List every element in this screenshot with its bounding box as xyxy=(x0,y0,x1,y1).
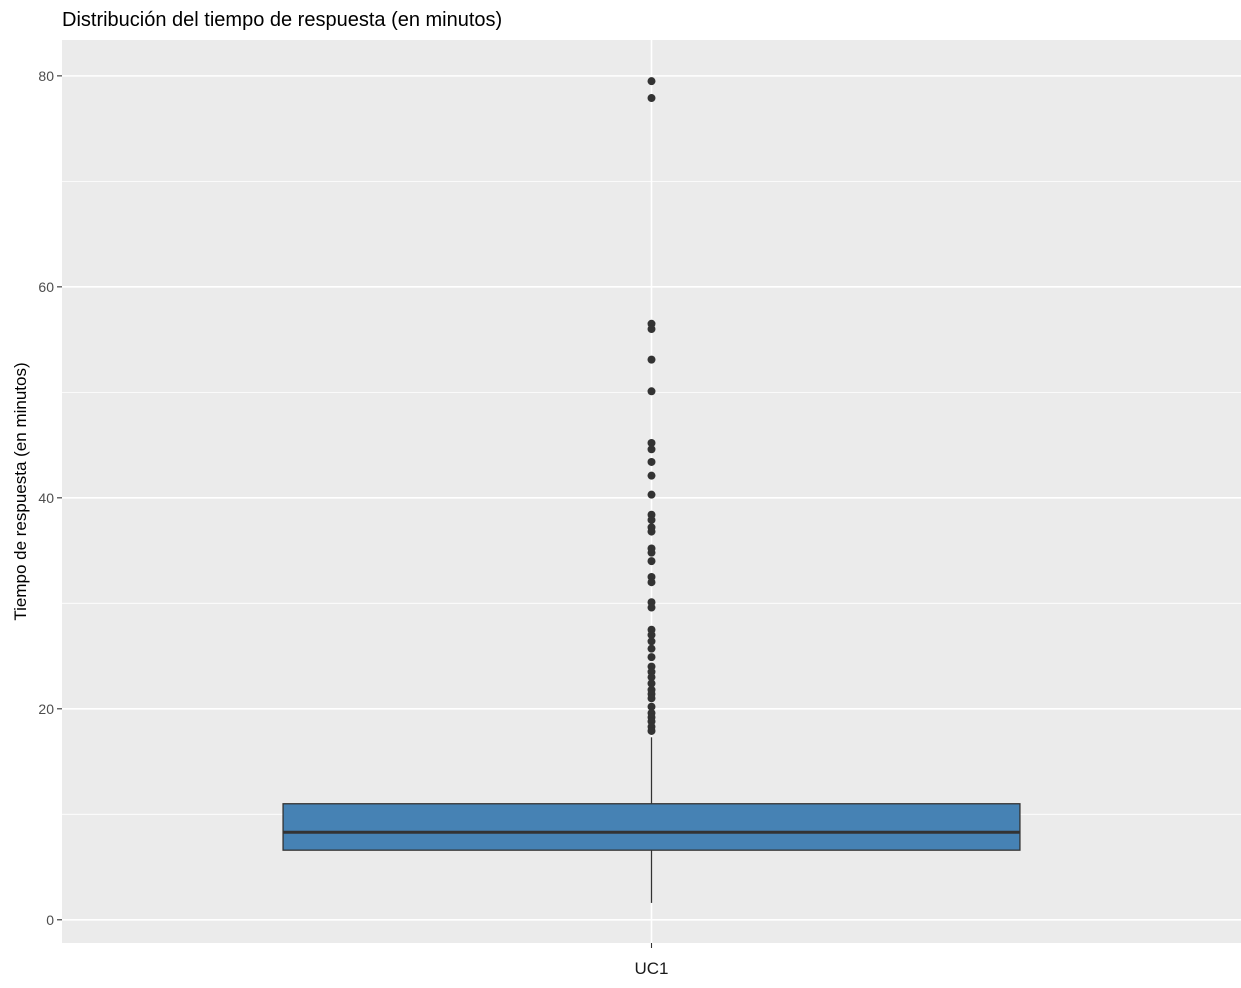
outlier-point-16 xyxy=(647,548,656,557)
outlier-point-19 xyxy=(647,578,656,587)
outlier-point-14 xyxy=(647,527,656,536)
y-tick-label-40: 40 xyxy=(38,490,54,506)
outlier-point-9 xyxy=(647,471,656,480)
outlier-point-30 xyxy=(647,679,656,688)
outlier-point-7 xyxy=(647,445,656,454)
outlier-point-39 xyxy=(647,726,656,735)
outlier-point-21 xyxy=(647,603,656,612)
outlier-point-34 xyxy=(647,702,656,711)
y-tick-label-60: 60 xyxy=(38,279,54,295)
y-axis-title: Tiempo de respuesta (en minutos) xyxy=(11,362,30,620)
y-tick-label-20: 20 xyxy=(38,701,54,717)
outlier-point-5 xyxy=(647,387,656,396)
outlier-point-8 xyxy=(647,457,656,466)
outlier-point-23 xyxy=(647,630,656,639)
outlier-point-24 xyxy=(647,637,656,646)
y-tick-label-0: 0 xyxy=(46,912,54,928)
outlier-point-12 xyxy=(647,515,656,524)
outlier-point-0 xyxy=(647,77,656,86)
x-tick-label-UC1: UC1 xyxy=(634,959,668,978)
y-axis: 0 20 40 60 80 xyxy=(38,68,62,928)
x-axis: UC1 xyxy=(634,943,669,978)
outlier-point-6 xyxy=(647,438,656,447)
outlier-point-10 xyxy=(647,490,656,499)
outlier-point-3 xyxy=(647,325,656,334)
outlier-point-26 xyxy=(647,653,656,662)
outlier-point-29 xyxy=(647,673,656,682)
outlier-point-4 xyxy=(647,355,656,364)
box-layer xyxy=(282,77,1021,903)
chart-title: Distribución del tiempo de respuesta (en… xyxy=(62,9,502,31)
iqr-box xyxy=(282,803,1021,851)
outlier-point-25 xyxy=(647,644,656,653)
outlier-point-17 xyxy=(647,557,656,566)
outlier-point-33 xyxy=(647,694,656,703)
outlier-point-1 xyxy=(647,94,656,103)
y-tick-label-80: 80 xyxy=(38,68,54,84)
